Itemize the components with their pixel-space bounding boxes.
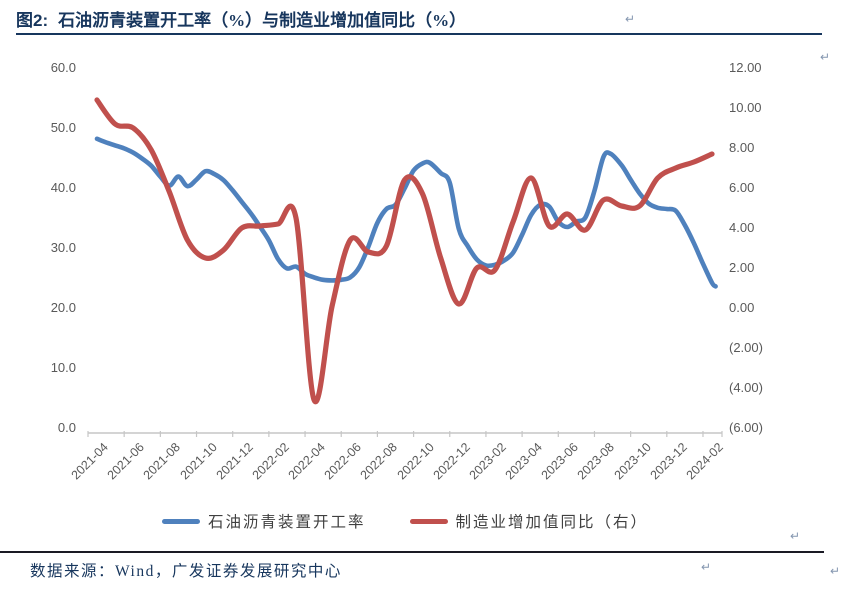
figure-number: 图2:	[16, 11, 49, 30]
y-axis-right-tick: 10.00	[729, 100, 762, 115]
y-axis-left-tick: 50.0	[50, 120, 76, 135]
red-series-line	[94, 97, 715, 405]
title-divider	[16, 33, 822, 36]
y-axis-right-tick: (2.00)	[729, 340, 763, 355]
y-axis-right-tick: (6.00)	[729, 420, 763, 435]
legend-label-blue: 石油沥青装置开工率	[207, 514, 366, 531]
paragraph-return-icon: ↵	[625, 12, 636, 26]
legend-item-blue: 石油沥青装置开工率	[161, 510, 366, 532]
paragraph-return-icon: ↵	[790, 529, 801, 543]
legend-label-red: 制造业增加值同比（右）	[455, 514, 649, 531]
paragraph-return-icon: ↵	[701, 560, 712, 574]
blue-line-swatch-icon	[161, 518, 200, 524]
paragraph-return-icon: ↵	[820, 50, 831, 64]
red-line-swatch-icon	[409, 518, 448, 524]
y-axis-left-tick: 10.0	[50, 360, 76, 375]
blue-series-line	[94, 136, 718, 289]
y-axis-right-tick: 4.00	[729, 220, 755, 235]
y-axis-left-tick: 30.0	[50, 240, 76, 255]
y-axis-left-tick: 40.0	[50, 180, 76, 195]
y-axis-right-tick: 0.00	[729, 300, 755, 315]
y-axis-left-tick: 60.0	[50, 60, 76, 75]
y-axis-right-tick: 8.00	[729, 140, 755, 155]
y-axis-right-tick: 12.00	[729, 60, 762, 75]
y-axis-left-tick: 20.0	[50, 300, 76, 315]
figure-title: 石油沥青装置开工率（%）与制造业增加值同比（%）	[58, 11, 467, 30]
y-axis-right-tick: (4.00)	[729, 380, 763, 395]
chart-legend: 石油沥青装置开工率 制造业增加值同比（右）	[88, 510, 722, 532]
y-axis-left-tick: 0.0	[57, 420, 76, 435]
footer-divider	[0, 551, 824, 553]
y-axis-right-tick: 6.00	[729, 180, 755, 195]
data-source-note: 数据来源：Wind，广发证券发展研究中心	[30, 563, 342, 580]
paragraph-return-icon: ↵	[830, 564, 841, 578]
y-axis-right-tick: 2.00	[729, 260, 755, 275]
legend-item-red: 制造业增加值同比（右）	[409, 510, 649, 532]
figure-header: 图2: 石油沥青装置开工率（%）与制造业增加值同比（%）	[16, 6, 836, 31]
